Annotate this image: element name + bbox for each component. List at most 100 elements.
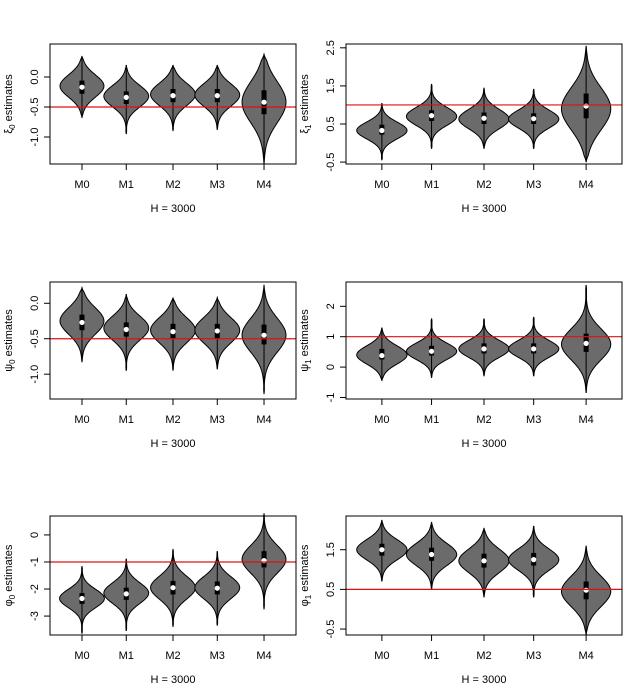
x-tick-label: M1 bbox=[424, 414, 439, 426]
median-dot-M1 bbox=[123, 94, 129, 100]
y-tick-label: -3 bbox=[29, 611, 41, 621]
y-tick-label: 0 bbox=[29, 532, 41, 538]
y-label-symbol: φ bbox=[3, 599, 15, 606]
median-dot-M2 bbox=[481, 558, 487, 564]
y-tick-label: 0.5 bbox=[325, 582, 337, 597]
x-tick-label: M2 bbox=[165, 650, 180, 662]
y-label-symbol: ξ bbox=[299, 129, 311, 134]
y-tick-label: -1 bbox=[29, 557, 41, 567]
y-label-symbol: ψ bbox=[299, 364, 311, 372]
median-dot-M1 bbox=[428, 113, 435, 119]
x-tick-label: M2 bbox=[165, 179, 180, 191]
x-tick-label: M3 bbox=[526, 414, 541, 426]
median-dot-M1 bbox=[428, 551, 435, 558]
y-label-subscript: 0 bbox=[8, 124, 17, 129]
y-label-symbol: ψ bbox=[3, 364, 15, 372]
median-dot-M3 bbox=[531, 557, 537, 563]
x-axis-label: H = 3000 bbox=[462, 203, 507, 215]
median-dot-M0 bbox=[79, 319, 85, 326]
median-dot-M1 bbox=[428, 348, 435, 354]
x-tick-label: M2 bbox=[165, 414, 180, 426]
y-tick-label: -0.5 bbox=[29, 98, 41, 117]
x-axis-label: H = 3000 bbox=[151, 674, 196, 686]
x-axis-label: H = 3000 bbox=[462, 438, 507, 450]
median-dot-M2 bbox=[170, 585, 176, 591]
median-dot-M2 bbox=[481, 346, 487, 352]
panel-middle-left: M0 M1 M2 M3 M4 -1.0 -0.5 0.0 H = 3000 ψ0 estimate… bbox=[3, 281, 297, 450]
median-dot-M2 bbox=[170, 329, 176, 335]
x-axis-label: H = 3000 bbox=[462, 674, 507, 686]
x-tick-label: M4 bbox=[256, 179, 271, 191]
y-axis-label: ξ1 estimates bbox=[299, 74, 313, 134]
y-label-subscript: 1 bbox=[304, 124, 313, 129]
x-tick-label: M4 bbox=[578, 650, 593, 662]
x-tick-label: M3 bbox=[210, 414, 225, 426]
y-tick-label: 1 bbox=[325, 334, 337, 340]
x-tick-label: M1 bbox=[424, 179, 439, 191]
median-dot-M3 bbox=[214, 93, 220, 99]
x-axis-label: H = 3000 bbox=[151, 438, 196, 450]
x-tick-label: M0 bbox=[374, 650, 389, 662]
median-dot-M2 bbox=[481, 115, 487, 121]
y-tick-label: 0.0 bbox=[29, 296, 41, 311]
median-dot-M3 bbox=[214, 585, 220, 591]
x-tick-label: M2 bbox=[476, 179, 491, 191]
y-axis-label: ψ0 estimates bbox=[3, 309, 17, 372]
median-dot-M0 bbox=[379, 127, 385, 134]
x-tick-label: M2 bbox=[476, 650, 491, 662]
y-tick-label: 2.5 bbox=[325, 40, 337, 55]
panel-top-right: M0 M1 M2 M3 M4 -0.5 0.5 1.5 2.5 H = 3000 ξ1 estima… bbox=[299, 40, 623, 215]
y-tick-label: 1.5 bbox=[325, 78, 337, 93]
y-axis-label: ξ0 estimates bbox=[3, 74, 17, 134]
median-dot-M0 bbox=[79, 595, 85, 602]
y-label-suffix: estimates bbox=[299, 544, 311, 595]
panel-top-left: M0 M1 M2 M3 M4 -1.0 -0.5 0.0 H = 3000 ξ0 estimate… bbox=[3, 43, 297, 215]
x-tick-label: M4 bbox=[578, 414, 593, 426]
y-label-suffix: estimates bbox=[3, 309, 15, 360]
x-tick-label: M1 bbox=[119, 179, 134, 191]
y-tick-label: -1.0 bbox=[29, 128, 41, 147]
median-dot-M0 bbox=[79, 84, 85, 90]
x-tick-label: M0 bbox=[74, 414, 89, 426]
median-dot-M0 bbox=[379, 547, 385, 553]
x-tick-label: M4 bbox=[256, 650, 271, 662]
y-tick-label: 0.5 bbox=[325, 116, 337, 131]
median-dot-M3 bbox=[214, 328, 220, 334]
x-tick-label: M0 bbox=[74, 650, 89, 662]
y-tick-label: 0.0 bbox=[29, 69, 41, 84]
y-tick-label: -1 bbox=[325, 393, 337, 403]
x-tick-label: M1 bbox=[119, 650, 134, 662]
x-tick-label: M3 bbox=[526, 179, 541, 191]
y-label-symbol: ξ bbox=[3, 129, 15, 134]
x-tick-label: M3 bbox=[526, 650, 541, 662]
x-tick-label: M3 bbox=[210, 179, 225, 191]
median-dot-M0 bbox=[379, 352, 385, 359]
y-label-subscript: 1 bbox=[304, 359, 313, 364]
panel-bottom-right: M0 M1 M2 M3 M4 -0.5 0.5 1.5 H = 3000 φ1 estimates bbox=[299, 515, 623, 686]
y-tick-label: -0.5 bbox=[325, 620, 337, 639]
median-dot-M4 bbox=[583, 103, 589, 109]
x-tick-label: M0 bbox=[374, 179, 389, 191]
median-dot-M4 bbox=[261, 99, 267, 105]
y-tick-label: -1.0 bbox=[29, 365, 41, 384]
x-tick-label: M1 bbox=[424, 650, 439, 662]
median-dot-M3 bbox=[531, 116, 537, 122]
y-tick-label: -0.5 bbox=[29, 329, 41, 348]
median-dot-M2 bbox=[170, 93, 176, 99]
x-tick-label: M2 bbox=[476, 414, 491, 426]
y-tick-label: -2 bbox=[29, 584, 41, 594]
x-tick-label: M4 bbox=[578, 179, 593, 191]
x-tick-label: M1 bbox=[119, 414, 134, 426]
median-dot-M4 bbox=[583, 587, 589, 593]
y-tick-label: -0.5 bbox=[325, 153, 337, 172]
y-label-suffix: estimates bbox=[299, 309, 311, 360]
y-label-suffix: estimates bbox=[3, 74, 15, 125]
y-axis-label: ψ1 estimates bbox=[299, 309, 313, 372]
y-label-suffix: estimates bbox=[299, 74, 311, 125]
median-dot-M3 bbox=[531, 346, 537, 352]
y-tick-label: 2 bbox=[325, 303, 337, 309]
y-label-subscript: 0 bbox=[8, 359, 17, 364]
